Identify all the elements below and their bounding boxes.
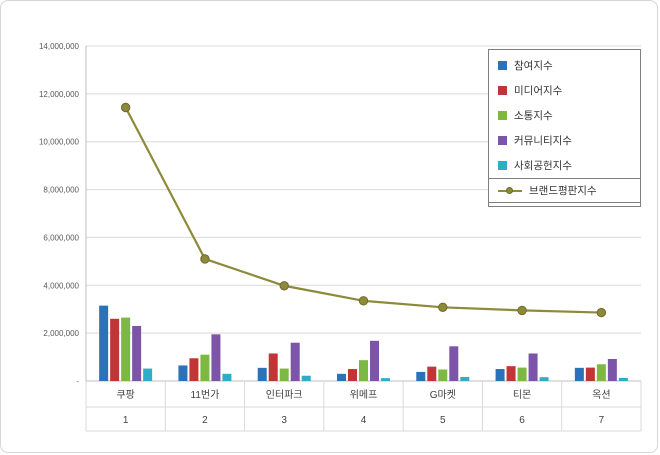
bar-커뮤니티지수-티몬 (528, 353, 538, 381)
bar-미디어지수-11번가 (189, 358, 199, 381)
bar-참여지수-G마켓 (416, 371, 426, 381)
marker-브랜드평판지수-옥션 (596, 307, 607, 318)
y-axis-tick-label: 2,000,000 (43, 329, 79, 338)
rank-label: 5 (440, 415, 446, 426)
rank-label: 7 (599, 415, 605, 426)
bar-소통지수-인터파크 (279, 368, 289, 381)
legend-label: 미디어지수 (514, 85, 563, 97)
legend-swatch-icon (498, 61, 507, 70)
category-label: 옥션 (592, 389, 610, 401)
y-axis-tick-label: 14,000,000 (39, 42, 80, 51)
bar-참여지수-11번가 (178, 365, 188, 381)
legend-item-사회공헌지수: 사회공헌지수 (489, 153, 640, 178)
marker-브랜드평판지수-인터파크 (279, 281, 289, 291)
bar-커뮤니티지수-인터파크 (290, 342, 300, 381)
legend-swatch-icon (498, 161, 507, 170)
legend-label: 참여지수 (514, 60, 553, 72)
marker-브랜드평판지수-G마켓 (438, 302, 448, 312)
bar-미디어지수-티몬 (506, 366, 516, 381)
category-label: 쿠팡 (116, 389, 134, 401)
bar-소통지수-G마켓 (438, 369, 448, 381)
bar-참여지수-쿠팡 (99, 305, 109, 381)
marker-브랜드평판지수-11번가 (200, 254, 210, 264)
legend-swatch-icon (498, 136, 507, 145)
legend-item-브랜드평판지수: 브랜드평판지수 (488, 178, 641, 203)
bar-사회공헌지수-11번가 (222, 373, 232, 381)
y-axis-tick-label: - (76, 377, 79, 386)
legend-label: 소통지수 (514, 110, 553, 122)
legend-item-커뮤니티지수: 커뮤니티지수 (489, 128, 640, 153)
category-label: 위메프 (350, 388, 378, 401)
category-label: 티몬 (513, 389, 531, 401)
bar-미디어지수-쿠팡 (110, 318, 120, 381)
rank-label: 1 (123, 415, 129, 426)
y-axis-tick-label: 6,000,000 (43, 233, 79, 242)
legend-item-참여지수: 참여지수 (489, 53, 640, 78)
bar-커뮤니티지수-옥션 (607, 358, 617, 381)
bar-참여지수-옥션 (574, 367, 584, 381)
legend-swatch-icon (498, 86, 507, 95)
bar-커뮤니티지수-위메프 (370, 340, 379, 381)
bar-미디어지수-위메프 (348, 369, 357, 381)
marker-브랜드평판지수-티몬 (517, 305, 527, 316)
marker-브랜드평판지수-쿠팡 (120, 102, 131, 113)
bar-미디어지수-인터파크 (268, 353, 278, 381)
legend-line-marker-icon (498, 186, 522, 195)
bar-소통지수-위메프 (359, 360, 368, 381)
bar-소통지수-쿠팡 (121, 317, 131, 381)
bar-소통지수-옥션 (596, 364, 606, 381)
bar-사회공헌지수-위메프 (381, 378, 390, 381)
legend-item-미디어지수: 미디어지수 (489, 78, 640, 103)
bar-사회공헌지수-G마켓 (460, 376, 470, 381)
marker-브랜드평판지수-위메프 (358, 296, 369, 306)
bar-소통지수-11번가 (200, 354, 210, 381)
bar-사회공헌지수-티몬 (539, 377, 549, 381)
bar-미디어지수-G마켓 (427, 366, 437, 381)
legend-label: 사회공헌지수 (514, 160, 572, 172)
bar-커뮤니티지수-G마켓 (449, 346, 459, 381)
rank-label: 6 (519, 415, 525, 426)
category-label: G마켓 (430, 389, 456, 401)
rank-label: 3 (281, 415, 287, 426)
y-axis-tick-label: 10,000,000 (39, 138, 80, 147)
legend-label: 브랜드평판지수 (529, 185, 597, 197)
bar-사회공헌지수-쿠팡 (143, 368, 153, 381)
category-label: 11번가 (191, 389, 220, 401)
legend-label: 커뮤니티지수 (514, 135, 572, 147)
bar-사회공헌지수-인터파크 (301, 375, 311, 381)
bar-커뮤니티지수-11번가 (211, 334, 221, 381)
bar-참여지수-위메프 (337, 373, 346, 381)
rank-label: 2 (202, 415, 208, 426)
legend-item-소통지수: 소통지수 (489, 103, 640, 128)
bar-커뮤니티지수-쿠팡 (132, 325, 142, 381)
bar-미디어지수-옥션 (585, 367, 595, 381)
y-axis-tick-label: 4,000,000 (43, 281, 79, 290)
bar-참여지수-티몬 (495, 369, 505, 381)
y-axis-tick-label: 12,000,000 (39, 90, 80, 99)
bar-소통지수-티몬 (517, 367, 527, 381)
category-label: 인터파크 (266, 389, 303, 401)
legend-swatch-icon (498, 111, 507, 120)
bar-참여지수-인터파크 (257, 367, 267, 381)
y-axis-tick-label: 8,000,000 (43, 186, 79, 195)
bar-사회공헌지수-옥션 (618, 377, 628, 381)
rank-label: 4 (361, 415, 367, 426)
